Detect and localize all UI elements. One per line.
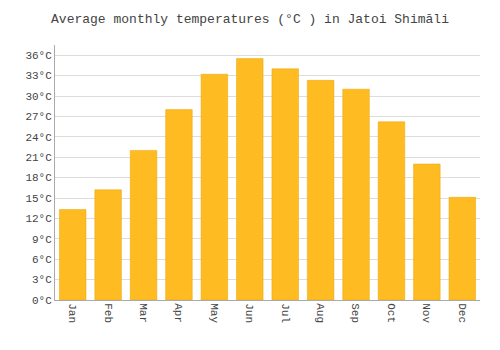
svg-text:Sep: Sep bbox=[349, 303, 361, 323]
svg-text:18°C: 18°C bbox=[25, 172, 52, 184]
svg-text:24°C: 24°C bbox=[25, 132, 52, 144]
svg-text:0°C: 0°C bbox=[32, 295, 52, 307]
svg-text:Jul: Jul bbox=[279, 303, 291, 323]
svg-text:May: May bbox=[208, 303, 220, 323]
svg-text:36°C: 36°C bbox=[25, 50, 52, 62]
svg-text:9°C: 9°C bbox=[32, 234, 52, 246]
svg-text:33°C: 33°C bbox=[25, 70, 52, 82]
svg-text:30°C: 30°C bbox=[25, 91, 52, 103]
svg-text:Nov: Nov bbox=[420, 303, 432, 323]
svg-text:Jan: Jan bbox=[66, 303, 78, 323]
svg-text:Aug: Aug bbox=[314, 303, 326, 323]
svg-text:21°C: 21°C bbox=[25, 152, 52, 164]
svg-text:Feb: Feb bbox=[102, 303, 114, 323]
svg-text:3°C: 3°C bbox=[32, 274, 52, 286]
svg-text:Dec: Dec bbox=[456, 303, 468, 323]
svg-text:Mar: Mar bbox=[137, 303, 149, 323]
svg-text:Jun: Jun bbox=[243, 303, 255, 323]
svg-text:27°C: 27°C bbox=[25, 111, 52, 123]
svg-text:Oct: Oct bbox=[385, 303, 397, 323]
svg-text:Apr: Apr bbox=[172, 303, 184, 323]
svg-text:12°C: 12°C bbox=[25, 213, 52, 225]
svg-text:Average monthly temperatures (: Average monthly temperatures (°C ) in Ja… bbox=[51, 12, 449, 27]
svg-text:6°C: 6°C bbox=[32, 254, 52, 266]
svg-text:15°C: 15°C bbox=[25, 193, 52, 205]
